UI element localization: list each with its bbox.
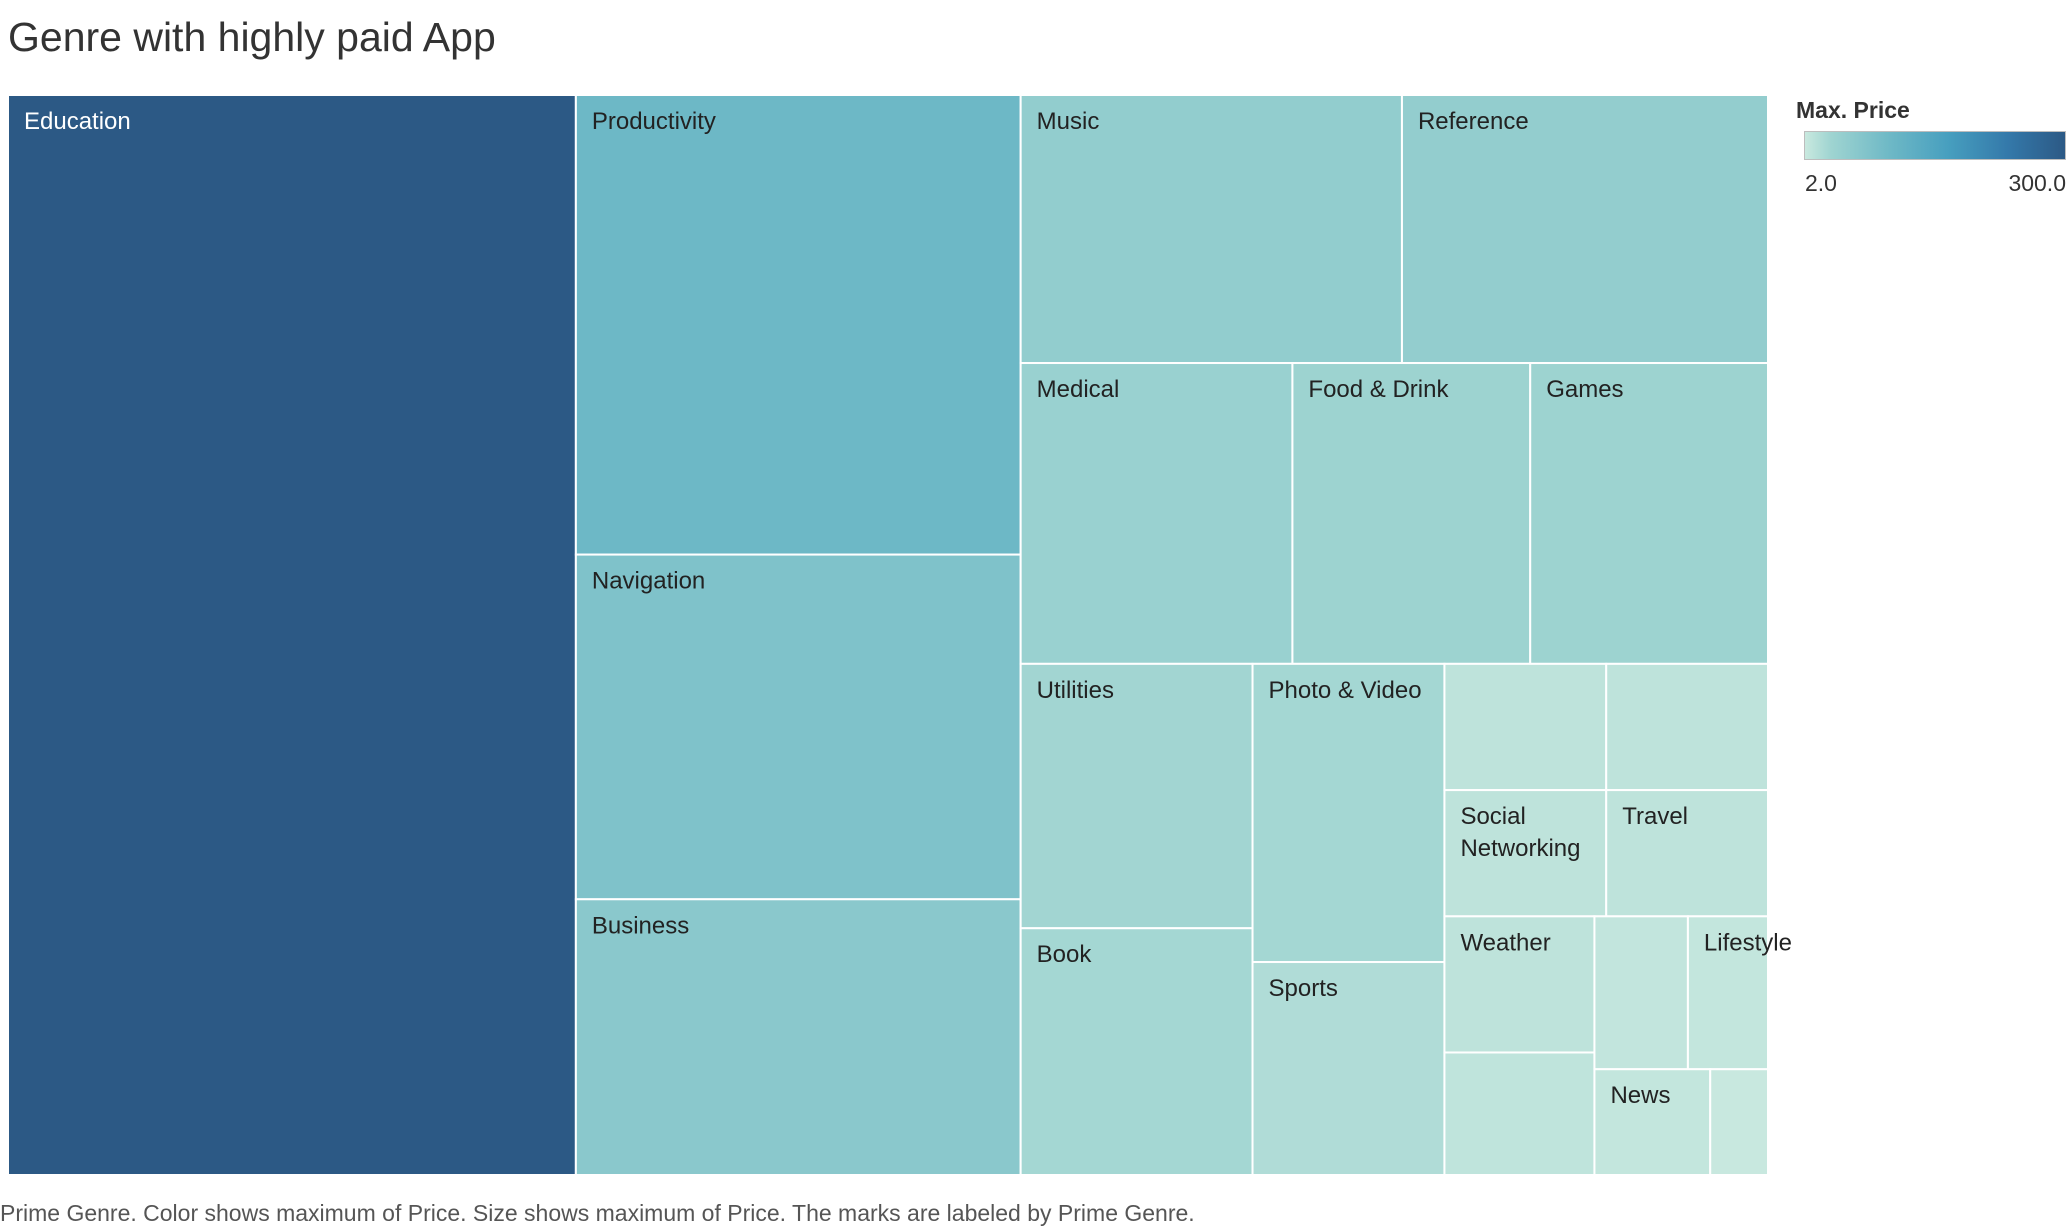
treemap-cell-lifestyle[interactable]: Lifestyle bbox=[1686, 915, 1792, 1071]
legend-title: Max. Price bbox=[1796, 97, 1910, 123]
treemap-rect[interactable] bbox=[574, 94, 1022, 556]
treemap-label: Lifestyle bbox=[1704, 929, 1792, 956]
treemap-rect[interactable] bbox=[1251, 961, 1446, 1176]
treemap-cell-news[interactable]: News bbox=[1593, 1068, 1712, 1177]
treemap-cell-games[interactable]: Games bbox=[1529, 362, 1769, 665]
treemap-rect[interactable] bbox=[7, 94, 577, 1176]
chart-caption: Prime Genre. Color shows maximum of Pric… bbox=[0, 1200, 1195, 1226]
treemap-label: Music bbox=[1037, 108, 1100, 135]
chart-title: Genre with highly paid App bbox=[8, 14, 496, 60]
treemap-rect[interactable] bbox=[1019, 94, 1403, 365]
treemap-rect[interactable] bbox=[1019, 662, 1254, 930]
treemap-rect[interactable] bbox=[1593, 1068, 1712, 1177]
treemap-cell-productivity[interactable]: Productivity bbox=[574, 94, 1022, 556]
treemap-label: Food & Drink bbox=[1308, 376, 1449, 403]
treemap-rect[interactable] bbox=[1019, 927, 1254, 1177]
treemap-cell-photo-and-video[interactable]: Photo & Video bbox=[1251, 662, 1446, 964]
legend-color-scale bbox=[1804, 131, 2066, 160]
treemap-label: Sports bbox=[1269, 975, 1338, 1002]
treemap-label: Productivity bbox=[592, 108, 716, 135]
treemap-rect[interactable] bbox=[1400, 94, 1769, 365]
treemap-rect[interactable] bbox=[574, 898, 1022, 1176]
treemap-rect[interactable] bbox=[1443, 662, 1608, 792]
treemap-rect[interactable] bbox=[1251, 662, 1446, 964]
treemap-cell-book[interactable]: Book bbox=[1019, 927, 1254, 1177]
treemap-rect[interactable] bbox=[1019, 362, 1294, 665]
treemap-label: Utilities bbox=[1037, 677, 1114, 704]
treemap-label: Games bbox=[1546, 376, 1623, 403]
treemap-rect[interactable] bbox=[1709, 1068, 1770, 1177]
treemap-rect[interactable] bbox=[1443, 915, 1596, 1054]
treemap-cell-music[interactable]: Music bbox=[1019, 94, 1403, 365]
treemap-cell-unlabeled-13[interactable] bbox=[1443, 662, 1608, 792]
treemap-cell-medical[interactable]: Medical bbox=[1019, 362, 1294, 665]
legend-min-label: 2.0 bbox=[1805, 170, 1837, 196]
treemap-cell-food-and-drink[interactable]: Food & Drink bbox=[1291, 362, 1532, 665]
treemap-label: News bbox=[1610, 1082, 1670, 1109]
treemap-cell-travel[interactable]: Travel bbox=[1605, 789, 1769, 918]
treemap-cell-education[interactable]: Education bbox=[7, 94, 577, 1176]
treemap-cell-business[interactable]: Business bbox=[574, 898, 1022, 1176]
treemap-label: Business bbox=[592, 912, 689, 939]
treemap-rect[interactable] bbox=[1291, 362, 1532, 665]
treemap-rect[interactable] bbox=[1593, 915, 1689, 1071]
treemap-label: Reference bbox=[1418, 108, 1529, 135]
treemap-cell-navigation[interactable]: Navigation bbox=[574, 553, 1022, 901]
treemap-cell-unlabeled-18[interactable] bbox=[1443, 1051, 1596, 1176]
treemap-label: Medical bbox=[1037, 376, 1120, 403]
treemap-label: Travel bbox=[1622, 803, 1688, 830]
treemap-label: Social Networking bbox=[1460, 803, 1580, 862]
treemap-cell-utilities[interactable]: Utilities bbox=[1019, 662, 1254, 930]
treemap-cell-unlabeled-19[interactable] bbox=[1593, 915, 1689, 1071]
legend-max-label: 300.0 bbox=[2008, 170, 2066, 196]
treemap-cell-weather[interactable]: Weather bbox=[1443, 915, 1596, 1054]
treemap-rect[interactable] bbox=[574, 553, 1022, 901]
treemap-rect[interactable] bbox=[1529, 362, 1769, 665]
treemap-label: Book bbox=[1037, 941, 1093, 968]
treemap-rect[interactable] bbox=[1605, 662, 1769, 792]
treemap-label: Navigation bbox=[592, 568, 705, 595]
treemap-label: Photo & Video bbox=[1269, 677, 1422, 704]
treemap-rect[interactable] bbox=[1686, 915, 1770, 1071]
treemap-cell-reference[interactable]: Reference bbox=[1400, 94, 1769, 365]
treemap-cell-unlabeled-14[interactable] bbox=[1605, 662, 1769, 792]
treemap-cell-social-networking[interactable]: Social Networking bbox=[1443, 789, 1608, 918]
treemap-label: Education bbox=[24, 108, 131, 135]
treemap-rect[interactable] bbox=[1443, 1051, 1596, 1176]
treemap-cell-sports[interactable]: Sports bbox=[1251, 961, 1446, 1176]
treemap-label: Weather bbox=[1460, 929, 1550, 956]
treemap-cell-unlabeled-22[interactable] bbox=[1709, 1068, 1770, 1177]
